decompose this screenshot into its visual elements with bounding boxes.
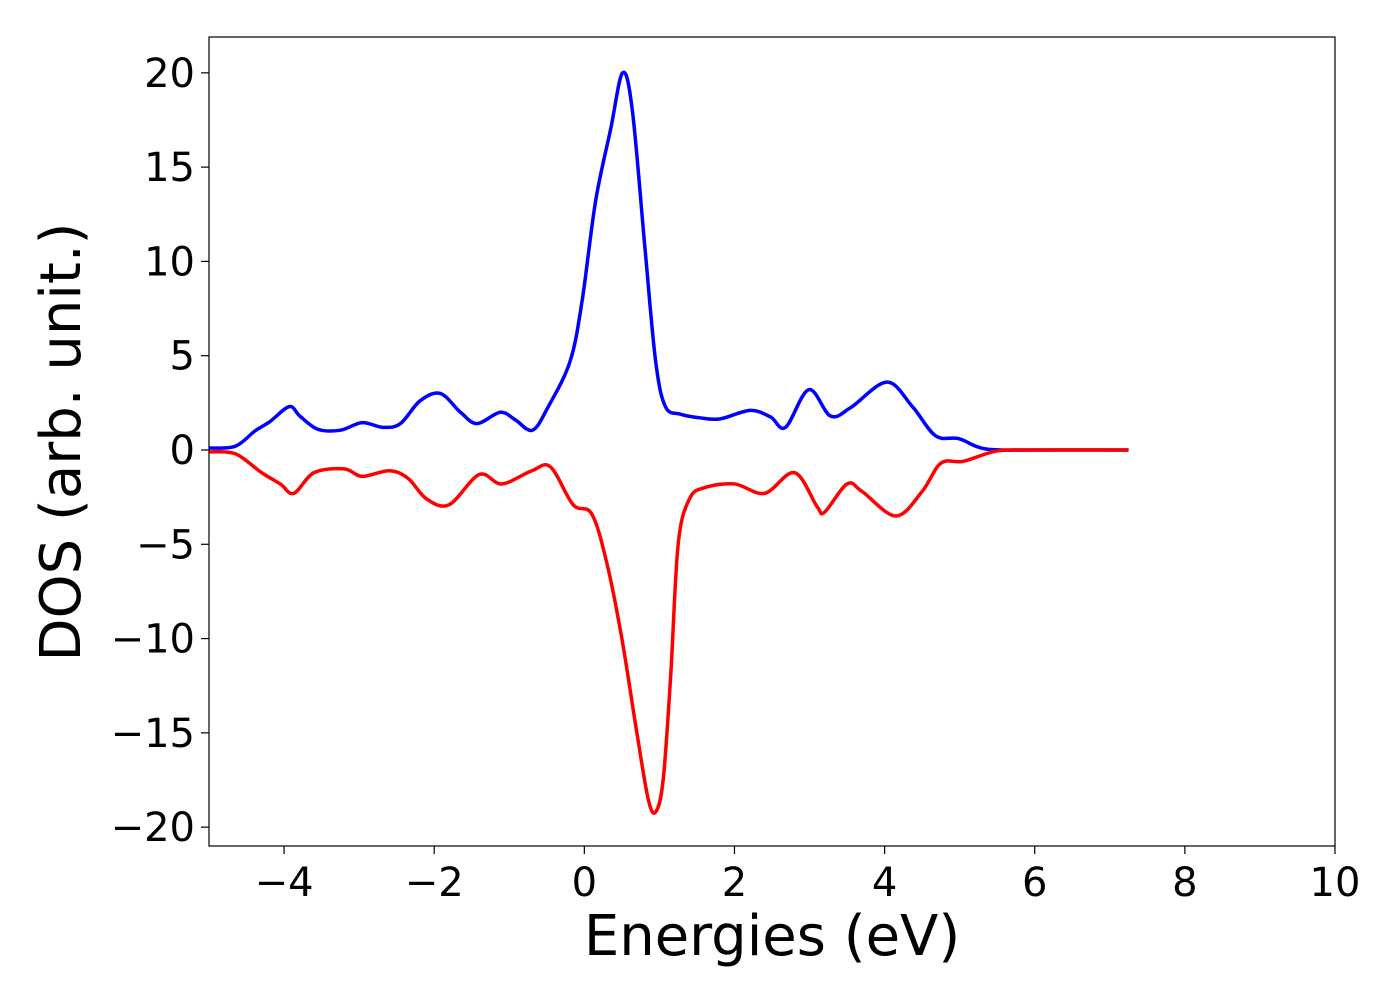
x-tick-label: 0 bbox=[572, 860, 597, 906]
x-tick-label: 8 bbox=[1172, 860, 1197, 906]
y-axis-label: DOS (arb. unit.) bbox=[29, 222, 94, 661]
y-axis-ticks: −20 −15 −10 −5 0 5 10 15 20 bbox=[111, 51, 209, 851]
plot-frame bbox=[208, 36, 1336, 847]
x-tick-label: 4 bbox=[872, 860, 897, 906]
spin-up-dos-line bbox=[208, 70, 1129, 452]
x-tick-label: 6 bbox=[1022, 860, 1047, 906]
series-layer bbox=[208, 70, 1129, 815]
y-tick-label: 0 bbox=[170, 428, 195, 474]
y-tick-label: 5 bbox=[170, 334, 195, 380]
y-tick-label: 15 bbox=[144, 145, 195, 191]
y-tick-label: 20 bbox=[144, 51, 195, 97]
x-tick-label: −4 bbox=[255, 860, 314, 906]
y-tick-label: −20 bbox=[111, 805, 195, 851]
y-tick-label: −5 bbox=[136, 522, 195, 568]
x-tick-label: 10 bbox=[1310, 860, 1361, 906]
x-axis-ticks: −4 −2 0 2 4 6 8 10 bbox=[255, 846, 1361, 906]
spin-down-dos-line bbox=[208, 448, 1129, 815]
x-tick-label: 2 bbox=[722, 860, 747, 906]
x-tick-label: −2 bbox=[405, 860, 464, 906]
y-tick-label: −10 bbox=[111, 617, 195, 663]
y-tick-label: −15 bbox=[111, 711, 195, 757]
y-tick-label: 10 bbox=[144, 239, 195, 285]
x-axis-label: Energies (eV) bbox=[584, 904, 960, 969]
